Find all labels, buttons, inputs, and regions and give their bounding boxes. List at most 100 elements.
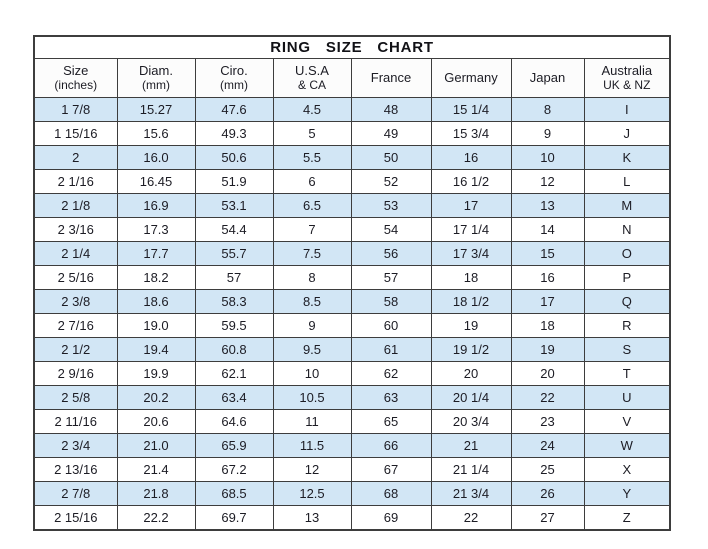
table-cell: 50 — [350, 145, 432, 170]
table-cell: T — [583, 361, 671, 386]
table-cell: 17.7 — [116, 241, 196, 266]
table-cell: 21.8 — [116, 481, 196, 506]
table-cell: 12 — [510, 169, 585, 194]
table-cell: 60.8 — [194, 337, 274, 362]
table-cell: 2 5/8 — [33, 385, 118, 410]
table-row: 2 7/8 21.8 68.5 12.5 68 21 3/4 26 Y — [33, 481, 671, 506]
ring-size-chart-table: RING SIZE CHART Size (inches) Diam. (mm) Cir… — [33, 35, 672, 531]
table-row: 1 15/16 15.6 49.3 5 49 15 3/4 9 J — [33, 121, 671, 146]
table-cell: 69 — [350, 505, 432, 531]
table-cell: 62 — [350, 361, 432, 386]
table-cell: 47.6 — [194, 97, 274, 122]
table-cell: 6.5 — [272, 193, 352, 218]
table-cell: 14 — [510, 217, 585, 242]
table-cell: 16 1/2 — [430, 169, 512, 194]
table-cell: 10 — [272, 361, 352, 386]
table-cell: 19 — [510, 337, 585, 362]
table-cell: X — [583, 457, 671, 482]
table-cell: Z — [583, 505, 671, 531]
table-cell: 18.6 — [116, 289, 196, 314]
table-cell: 17.3 — [116, 217, 196, 242]
table-cell: 21.4 — [116, 457, 196, 482]
column-header: U.S.A & CA — [272, 58, 352, 98]
table-row: 2 1/2 19.4 60.8 9.5 61 19 1/2 19 S — [33, 337, 671, 362]
table-cell: 21 3/4 — [430, 481, 512, 506]
table-body: 1 7/8 15.27 47.6 4.5 48 15 1/4 8 I 1 15/16 15.6 49… — [33, 97, 671, 531]
table-cell: 53.1 — [194, 193, 274, 218]
table-cell: 17 1/4 — [430, 217, 512, 242]
column-header: Diam. (mm) — [116, 58, 196, 98]
table-cell: V — [583, 409, 671, 434]
table-row: 2 1/8 16.9 53.1 6.5 53 17 13 M — [33, 193, 671, 218]
table-cell: 26 — [510, 481, 585, 506]
table-cell: 5.5 — [272, 145, 352, 170]
table-cell: 49 — [350, 121, 432, 146]
page-title: RING SIZE CHART — [33, 35, 671, 59]
table-cell: 2 1/4 — [33, 241, 118, 266]
table-row: 2 3/16 17.3 54.4 7 54 17 1/4 14 N — [33, 217, 671, 242]
table-cell: 10.5 — [272, 385, 352, 410]
table-cell: 20.2 — [116, 385, 196, 410]
table-cell: 16 — [510, 265, 585, 290]
table-cell: 9 — [510, 121, 585, 146]
table-cell: 67.2 — [194, 457, 274, 482]
table-cell: 17 3/4 — [430, 241, 512, 266]
table-cell: P — [583, 265, 671, 290]
table-cell: 2 5/16 — [33, 265, 118, 290]
table-cell: N — [583, 217, 671, 242]
table-cell: 16.0 — [116, 145, 196, 170]
table-cell: 11.5 — [272, 433, 352, 458]
table-cell: 51.9 — [194, 169, 274, 194]
table-cell: 4.5 — [272, 97, 352, 122]
table-cell: 48 — [350, 97, 432, 122]
column-header: Germany — [430, 58, 512, 98]
table-cell: 68 — [350, 481, 432, 506]
table-cell: 19 — [430, 313, 512, 338]
table-cell: 8 — [272, 265, 352, 290]
table-cell: K — [583, 145, 671, 170]
table-row: 2 13/16 21.4 67.2 12 67 21 1/4 25 X — [33, 457, 671, 482]
table-cell: 65.9 — [194, 433, 274, 458]
table-cell: 64.6 — [194, 409, 274, 434]
table-cell: 21 1/4 — [430, 457, 512, 482]
table-cell: 65 — [350, 409, 432, 434]
table-cell: 16.9 — [116, 193, 196, 218]
column-header: Size (inches) — [33, 58, 118, 98]
table-cell: 50.6 — [194, 145, 274, 170]
table-cell: 9 — [272, 313, 352, 338]
column-header: Ciro. (mm) — [194, 58, 274, 98]
table-cell: 21 — [430, 433, 512, 458]
column-header: Japan — [510, 58, 585, 98]
table-cell: 10 — [510, 145, 585, 170]
table-cell: 15 — [510, 241, 585, 266]
table-cell: 2 7/16 — [33, 313, 118, 338]
table-cell: Q — [583, 289, 671, 314]
table-row: 2 5/8 20.2 63.4 10.5 63 20 1/4 22 U — [33, 385, 671, 410]
table-cell: 20 — [430, 361, 512, 386]
table-cell: 18 1/2 — [430, 289, 512, 314]
table-cell: 57 — [350, 265, 432, 290]
table-cell: 17 — [430, 193, 512, 218]
table-cell: 1 15/16 — [33, 121, 118, 146]
table-cell: 63.4 — [194, 385, 274, 410]
table-row: 2 9/16 19.9 62.1 10 62 20 20 T — [33, 361, 671, 386]
title-row: RING SIZE CHART — [33, 35, 671, 59]
table-cell: 6 — [272, 169, 352, 194]
table-cell: 22.2 — [116, 505, 196, 531]
table-cell: 2 9/16 — [33, 361, 118, 386]
table-cell: 57 — [194, 265, 274, 290]
table-cell: 19.4 — [116, 337, 196, 362]
table-cell: 58.3 — [194, 289, 274, 314]
table-cell: 66 — [350, 433, 432, 458]
table-cell: 2 — [33, 145, 118, 170]
table-cell: 15.6 — [116, 121, 196, 146]
table-row: 2 16.0 50.6 5.5 50 16 10 K — [33, 145, 671, 170]
table-cell: Y — [583, 481, 671, 506]
table-cell: L — [583, 169, 671, 194]
table-cell: 22 — [510, 385, 585, 410]
table-cell: 61 — [350, 337, 432, 362]
table-cell: 15 3/4 — [430, 121, 512, 146]
table-cell: R — [583, 313, 671, 338]
table-row: 2 5/16 18.2 57 8 57 18 16 P — [33, 265, 671, 290]
table-cell: 23 — [510, 409, 585, 434]
